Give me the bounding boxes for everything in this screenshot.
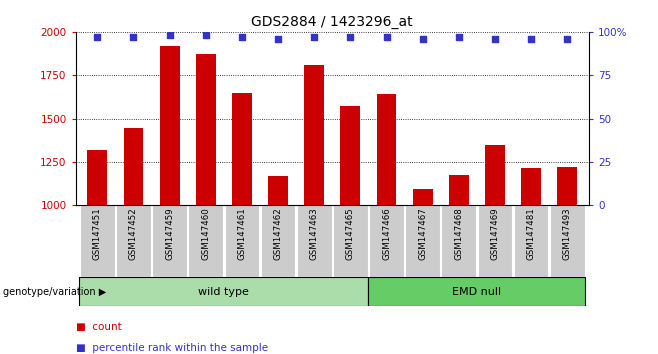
Bar [557, 167, 577, 205]
Bar [478, 205, 513, 278]
Text: EMD null: EMD null [452, 287, 501, 297]
Bar [304, 65, 324, 205]
Text: ■  percentile rank within the sample: ■ percentile rank within the sample [76, 343, 268, 353]
Point [201, 33, 211, 38]
Point [237, 34, 247, 40]
Point [309, 34, 320, 40]
Bar [88, 150, 107, 205]
Bar [268, 176, 288, 205]
Title: GDS2884 / 1423296_at: GDS2884 / 1423296_at [251, 16, 413, 29]
Bar [376, 94, 396, 205]
Text: wild type: wild type [199, 287, 249, 297]
Bar [521, 168, 541, 205]
Bar [442, 205, 476, 278]
Bar [261, 205, 295, 278]
Text: GSM147466: GSM147466 [382, 207, 391, 260]
Bar [160, 46, 180, 205]
Bar [514, 205, 548, 278]
Bar [196, 55, 216, 205]
Bar [340, 105, 361, 205]
Bar [413, 189, 432, 205]
Point [562, 36, 572, 42]
Text: ■  count: ■ count [76, 322, 122, 332]
Text: GSM147481: GSM147481 [526, 207, 536, 260]
Text: GSM147463: GSM147463 [310, 207, 318, 260]
Bar [405, 205, 440, 278]
Text: GSM147460: GSM147460 [201, 207, 211, 260]
Bar [297, 205, 332, 278]
Text: GSM147462: GSM147462 [274, 207, 282, 260]
Text: GSM147469: GSM147469 [490, 207, 499, 260]
Text: genotype/variation ▶: genotype/variation ▶ [3, 287, 107, 297]
Bar [369, 205, 404, 278]
Bar [224, 205, 259, 278]
Bar [333, 205, 368, 278]
Point [381, 34, 392, 40]
Point [92, 34, 103, 40]
Point [526, 36, 536, 42]
Text: GSM147493: GSM147493 [563, 207, 572, 260]
Bar [188, 205, 223, 278]
Point [164, 33, 175, 38]
Point [417, 36, 428, 42]
Bar [485, 145, 505, 205]
Text: GSM147468: GSM147468 [454, 207, 463, 260]
Bar [80, 205, 114, 278]
Bar [79, 277, 368, 306]
Text: GSM147459: GSM147459 [165, 207, 174, 260]
Bar [449, 175, 468, 205]
Bar [116, 205, 151, 278]
Text: GSM147465: GSM147465 [346, 207, 355, 260]
Point [345, 34, 355, 40]
Bar [550, 205, 584, 278]
Bar [232, 93, 252, 205]
Text: GSM147467: GSM147467 [418, 207, 427, 260]
Bar [368, 277, 586, 306]
Point [453, 34, 464, 40]
Point [128, 34, 139, 40]
Bar [124, 128, 143, 205]
Text: GSM147451: GSM147451 [93, 207, 102, 260]
Bar [152, 205, 187, 278]
Point [490, 36, 500, 42]
Text: GSM147461: GSM147461 [238, 207, 247, 260]
Point [273, 36, 284, 42]
Text: GSM147452: GSM147452 [129, 207, 138, 260]
